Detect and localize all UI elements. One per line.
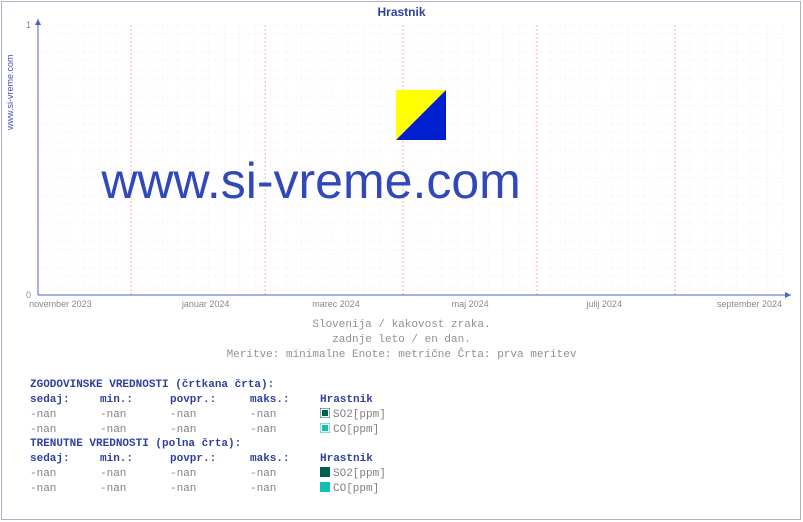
subtitle-block: Slovenija / kakovost zraka. zadnje leto …: [0, 318, 803, 363]
chart-plot-area: 01 november 2023januar 2024marec 2024maj…: [38, 25, 783, 295]
series-swatch-icon: [320, 408, 330, 418]
data-tables: ZGODOVINSKE VREDNOSTI (črtkana črta):sed…: [30, 378, 430, 497]
series-label: SO2[ppm]: [333, 468, 386, 480]
chart-title: Hrastnik: [0, 5, 803, 19]
subtitle-line-1: Slovenija / kakovost zraka.: [0, 318, 803, 333]
table-header: sedaj:min.:povpr.:maks.:Hrastnik: [30, 452, 430, 467]
series-label: CO[ppm]: [333, 424, 379, 436]
xtick-label: januar 2024: [182, 299, 230, 309]
table-row: -nan-nan-nan-nanSO2[ppm]: [30, 408, 430, 423]
table-title: TRENUTNE VREDNOSTI (polna črta):: [30, 437, 430, 452]
ytick-label: 1: [26, 20, 31, 30]
xtick-label: marec 2024: [312, 299, 360, 309]
watermark-logo: [396, 90, 446, 140]
series-label: CO[ppm]: [333, 483, 379, 495]
table-title: ZGODOVINSKE VREDNOSTI (črtkana črta):: [30, 378, 430, 393]
table-row: -nan-nan-nan-nanCO[ppm]: [30, 482, 430, 497]
table-row: -nan-nan-nan-nanCO[ppm]: [30, 423, 430, 438]
series-label: SO2[ppm]: [333, 409, 386, 421]
xtick-label: julij 2024: [586, 299, 622, 309]
subtitle-line-2: zadnje leto / en dan.: [0, 333, 803, 348]
xtick-label: maj 2024: [452, 299, 489, 309]
series-swatch-icon: [320, 482, 330, 492]
series-swatch-icon: [320, 467, 330, 477]
xtick-label: november 2023: [29, 299, 92, 309]
table-header: sedaj:min.:povpr.:maks.:Hrastnik: [30, 393, 430, 408]
table-row: -nan-nan-nan-nanSO2[ppm]: [30, 467, 430, 482]
watermark-text: www.si-vreme.com: [101, 152, 520, 210]
site-label-vertical: www.si-vreme.com: [5, 54, 15, 130]
series-swatch-icon: [320, 423, 330, 433]
xtick-label: september 2024: [717, 299, 782, 309]
subtitle-line-3: Meritve: minimalne Enote: metrične Črta:…: [0, 348, 803, 363]
